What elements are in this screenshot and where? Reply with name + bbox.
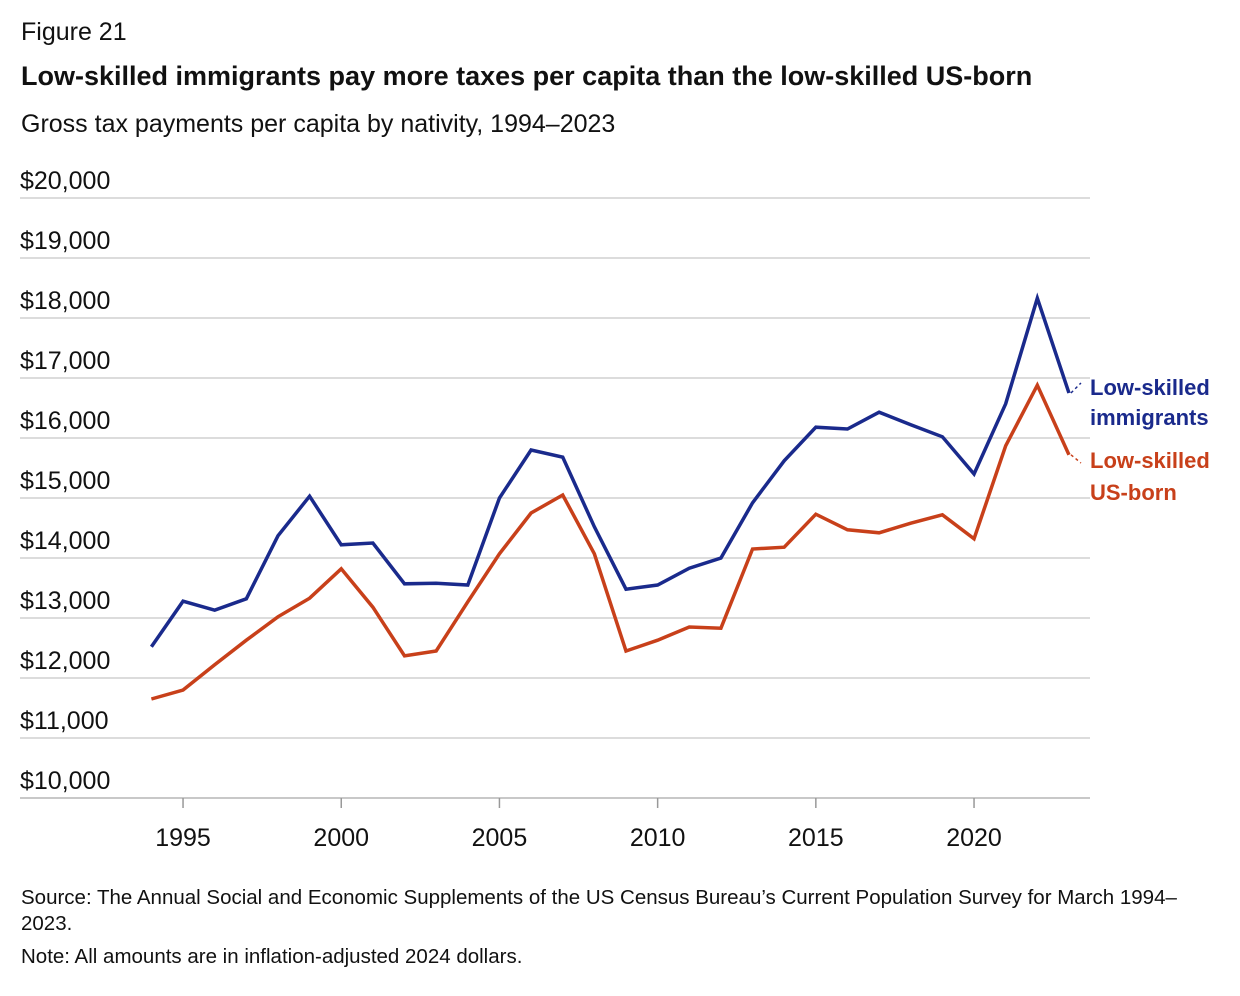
footnote: Note: All amounts are in inflation-adjus…: [21, 945, 523, 968]
y-tick-label: $20,000: [20, 167, 110, 195]
series-label: Low-skilled: [1090, 448, 1210, 473]
y-tick-label: $16,000: [20, 407, 110, 435]
series-label: immigrants: [1090, 405, 1209, 430]
x-tick-label: 2010: [630, 824, 686, 852]
y-tick-label: $12,000: [20, 647, 110, 675]
y-tick-label: $11,000: [20, 707, 109, 735]
y-tick-label: $19,000: [20, 227, 110, 255]
series-label: US-born: [1090, 480, 1177, 505]
y-tick-label: $18,000: [20, 287, 110, 315]
chart-subtitle: Gross tax payments per capita by nativit…: [21, 110, 616, 138]
x-tick-label: 2015: [788, 824, 844, 852]
series-line: [149, 292, 1071, 648]
x-tick-label: 2005: [472, 824, 528, 852]
y-tick-label: $15,000: [20, 467, 110, 495]
y-tick-label: $17,000: [20, 347, 110, 375]
series-label: Low-skilled: [1090, 375, 1210, 400]
x-tick-label: 2000: [313, 824, 369, 852]
label-connector: [1070, 454, 1082, 464]
source-note: Source: The Annual Social and Economic S…: [21, 886, 1177, 935]
x-tick-label: 1995: [155, 824, 211, 852]
y-tick-label: $10,000: [20, 767, 110, 795]
chart-title: Low-skilled immigrants pay more taxes pe…: [21, 61, 1033, 91]
label-connector: [1070, 382, 1082, 394]
x-tick-label: 2020: [946, 824, 1002, 852]
figure-label: Figure 21: [21, 18, 127, 46]
y-tick-label: $14,000: [20, 527, 110, 555]
y-tick-label: $13,000: [20, 587, 110, 615]
series-line: [150, 381, 1071, 701]
